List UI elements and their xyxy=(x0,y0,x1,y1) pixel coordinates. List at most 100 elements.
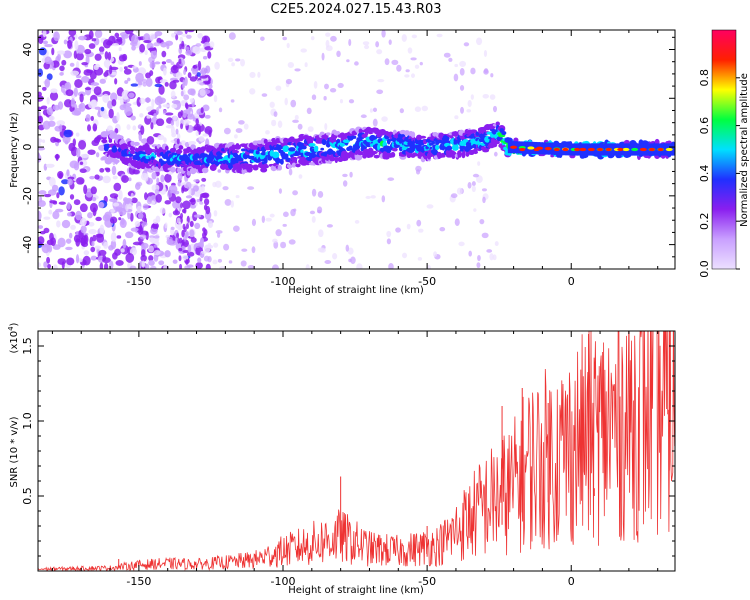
spectrogram-cell xyxy=(43,261,48,269)
spectrogram-cell xyxy=(94,30,103,39)
spectrogram-cell xyxy=(119,104,126,111)
spectrogram-cell xyxy=(58,201,66,205)
spectrogram-cell xyxy=(418,228,424,233)
spectrogram-cell xyxy=(140,242,149,249)
spectrogram-cell xyxy=(116,235,122,239)
spectrogram-cell xyxy=(103,72,109,77)
spectrogram-cell xyxy=(411,152,419,157)
spectrogram-cell xyxy=(58,186,65,196)
spectrogram-cell xyxy=(376,89,384,95)
spectrogram-cell xyxy=(354,220,360,224)
spectrogram-cell xyxy=(163,137,167,143)
spectrogram-cell xyxy=(467,99,472,108)
spectrogram-hotspot xyxy=(574,147,580,152)
spectrogram-cell xyxy=(395,227,401,233)
spectrogram-band-cell xyxy=(654,143,659,156)
spectrogram-cell xyxy=(492,105,497,113)
spectrogram-cell xyxy=(144,147,153,154)
spectrogram-cell xyxy=(352,135,357,139)
spectrogram-cell xyxy=(189,229,195,237)
spectrogram-cell xyxy=(41,244,50,248)
spectrogram-cell xyxy=(481,232,489,239)
spectrogram-cell xyxy=(153,253,159,262)
spectrogram-cell xyxy=(190,237,197,243)
spectrogram-cell xyxy=(119,66,123,72)
spectrogram-cell xyxy=(112,202,120,207)
spectrogram-cell xyxy=(162,104,171,108)
spectrogram-cell xyxy=(161,50,167,58)
spectrogram-cell xyxy=(444,136,450,141)
spectrogram-cell xyxy=(249,88,256,95)
spectrogram-cell xyxy=(127,177,132,182)
spectrogram-cell xyxy=(91,241,95,247)
spectrogram-cell xyxy=(135,72,144,83)
spectrogram-cell xyxy=(178,247,183,252)
spectrogram-cell xyxy=(249,71,256,79)
spectrogram-cell xyxy=(421,105,428,112)
spectrogram-cell xyxy=(314,148,319,152)
spectrogram-cell xyxy=(104,262,109,269)
spectrogram-cell xyxy=(360,114,367,119)
spectrogram-cell xyxy=(91,139,100,146)
spectrogram-cell xyxy=(342,180,348,187)
spectrogram-cell xyxy=(240,58,246,67)
spectrogram-cell xyxy=(154,61,161,65)
spectrogram-cell xyxy=(255,150,260,155)
spectrogram-cell xyxy=(261,215,266,224)
spectrogram-cell xyxy=(215,230,223,234)
spectrogram-cell xyxy=(170,90,176,99)
spectrogram-cell xyxy=(273,240,279,249)
spectrogram-cell xyxy=(203,204,208,211)
spectrogram-cell xyxy=(370,195,376,199)
spectrogram-cell xyxy=(90,82,100,86)
spectrogram-cell xyxy=(317,191,324,198)
spectrogram-cell xyxy=(453,73,459,82)
y-tick-label: -40 xyxy=(21,236,34,254)
spectrogram-cell xyxy=(212,259,218,265)
spectrogram-cell xyxy=(260,36,265,41)
spectrogram-cell xyxy=(94,174,100,180)
spectrogram-cell xyxy=(131,45,136,51)
spectrogram-cell xyxy=(79,168,87,174)
spectrogram-cell xyxy=(78,140,87,150)
spectrogram-x-label: Height of straight line (km) xyxy=(288,285,424,296)
spectrogram-cell xyxy=(297,123,303,130)
spectrogram-cell xyxy=(67,39,73,49)
spectrogram-cell xyxy=(42,30,47,38)
spectrogram-cell xyxy=(247,186,255,190)
spectrogram-cell xyxy=(122,238,127,249)
spectrogram-cell xyxy=(152,218,158,225)
spectrogram-cell xyxy=(238,120,245,125)
spectrogram-cell xyxy=(162,109,167,115)
spectrogram-cell xyxy=(391,59,399,65)
spectrogram-cell xyxy=(481,188,487,192)
spectrogram-cell xyxy=(84,87,92,91)
spectrogram-cell xyxy=(160,174,165,183)
spectrogram-cell xyxy=(90,186,97,195)
y-tick-label: 20 xyxy=(21,91,34,105)
spectrogram-band-cell xyxy=(637,143,642,156)
spectrogram-cell xyxy=(155,193,162,203)
spectrogram-cell xyxy=(116,112,120,122)
spectrogram-cell xyxy=(417,257,423,261)
spectrogram-cell xyxy=(151,222,159,230)
spectrogram-cell xyxy=(110,232,117,242)
spectrogram-cell xyxy=(239,157,244,163)
spectrogram-cell xyxy=(387,177,395,181)
spectrogram-cell xyxy=(279,158,284,165)
spectrogram-cell xyxy=(350,256,356,264)
spectrogram-cell xyxy=(119,97,124,106)
spectrogram-cell xyxy=(200,250,207,254)
colorbar-tick-label: 0.2 xyxy=(698,212,711,230)
spectrogram-cell xyxy=(167,191,173,198)
spectrogram-cell xyxy=(130,115,136,121)
spectrogram-cell xyxy=(282,145,290,153)
spectrogram-cell xyxy=(153,42,161,47)
spectrogram-cell xyxy=(348,99,355,104)
spectrogram-cell xyxy=(194,242,202,248)
spectrogram-cell xyxy=(201,167,209,174)
spectrogram-cell xyxy=(130,140,135,147)
spectrogram-cell xyxy=(292,119,299,123)
spectrogram-cell xyxy=(174,144,180,149)
spectrogram-cell xyxy=(185,103,189,110)
